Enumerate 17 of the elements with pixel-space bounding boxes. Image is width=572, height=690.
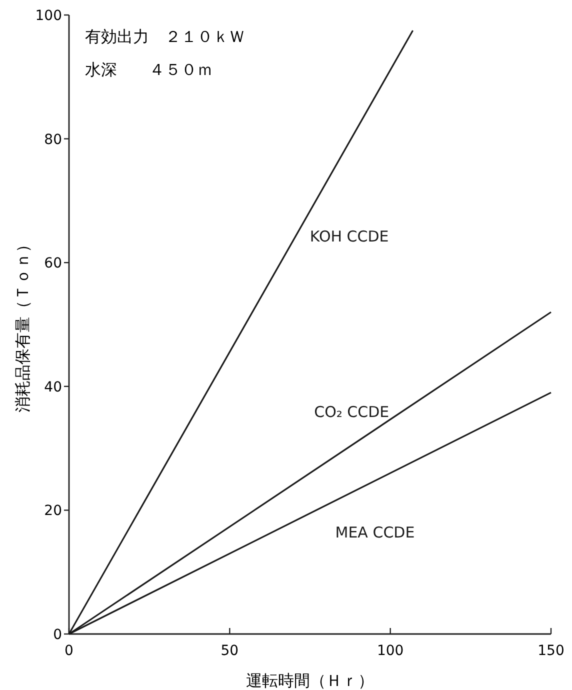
x-axis-title: 運転時間（Ｈｒ） — [246, 671, 374, 690]
y-tick-label: 0 — [53, 627, 62, 643]
y-tick-label: 100 — [35, 8, 62, 24]
y-tick-label: 80 — [44, 132, 62, 148]
x-tick-label: 0 — [64, 643, 74, 659]
y-tick-label: 40 — [44, 379, 62, 396]
y-axis-title: 消耗品保有量（Ｔｏｎ） — [13, 236, 32, 412]
y-tick-label: 60 — [44, 256, 62, 272]
series-label: CO₂ CCDE — [314, 402, 390, 421]
annotation: 水深 ４５０ｍ — [85, 60, 213, 79]
x-tick-label: 150 — [538, 643, 564, 659]
x-tick-label: 50 — [220, 643, 239, 659]
y-tick-label: 20 — [44, 503, 62, 520]
series-label: MEA CCDE — [335, 524, 415, 542]
x-tick-label: 100 — [376, 643, 404, 659]
series-label: KOH CCDE — [310, 228, 389, 246]
annotation: 有効出力 ２１０ｋＷ — [85, 27, 245, 46]
